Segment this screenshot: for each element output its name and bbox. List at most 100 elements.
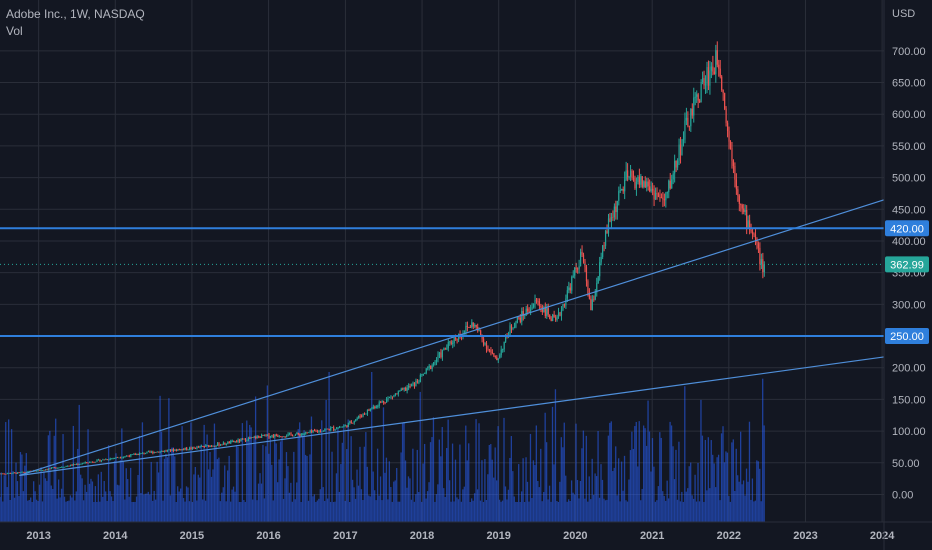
volume-bar: [629, 450, 632, 522]
candle-body: [272, 435, 274, 437]
candle-body: [663, 199, 665, 201]
volume-bar: [545, 442, 548, 522]
candle-body: [369, 408, 371, 411]
volume-bar: [516, 501, 518, 522]
candle-body: [340, 426, 342, 428]
volume-bar: [130, 467, 132, 522]
candle-body: [456, 339, 458, 341]
volume-bar: [703, 501, 705, 522]
candle-body: [331, 427, 333, 429]
volume-bar: [375, 500, 377, 522]
volume-bar: [419, 391, 421, 522]
volume-bar: [647, 400, 649, 522]
candle-body: [191, 447, 194, 449]
candle-body: [566, 290, 568, 299]
volume-bar: [13, 497, 16, 522]
candle-body: [546, 308, 548, 316]
candle-body: [59, 467, 61, 468]
trendline[interactable]: [19, 356, 885, 477]
candle-body: [168, 449, 170, 451]
volume-bar: [607, 435, 610, 522]
volume-bar: [272, 500, 274, 522]
volume-bar: [682, 501, 684, 522]
volume-indicator-label[interactable]: Vol: [6, 24, 23, 38]
volume-bar: [709, 488, 711, 522]
candle-body: [2, 473, 4, 475]
candle-body: [87, 462, 89, 464]
candle-body: [100, 460, 103, 462]
volume-bar: [78, 404, 80, 522]
volume-bar: [738, 481, 740, 522]
volume-bar: [282, 498, 285, 522]
candle-body: [249, 438, 251, 440]
volume-bar: [385, 457, 388, 522]
volume-bar: [494, 447, 496, 522]
volume-bar: [244, 501, 246, 522]
volume-bar: [124, 499, 126, 522]
candle-body: [199, 446, 201, 448]
candle-body: [380, 402, 382, 404]
volume-bar: [570, 480, 573, 522]
candle-body: [121, 457, 123, 459]
volume-bar: [394, 480, 396, 522]
candle-body: [618, 190, 620, 201]
volume-bar: [434, 501, 436, 522]
candle-body: [541, 307, 543, 312]
volume-bar: [578, 498, 580, 522]
level-label-bg: [885, 220, 929, 237]
candle-body: [487, 348, 489, 350]
candle-body: [474, 325, 476, 327]
volume-bar: [74, 500, 76, 522]
volume-bar: [645, 445, 648, 522]
candle-body: [330, 427, 332, 431]
volume-bar: [595, 476, 598, 522]
candle-body: [196, 446, 198, 449]
symbol-title[interactable]: Adobe Inc., 1W, NASDAQ: [6, 7, 145, 21]
volume-bar: [291, 501, 293, 522]
volume-bar: [532, 460, 535, 522]
volume-bar: [285, 452, 288, 522]
candle-body: [293, 435, 295, 437]
volume-bar: [428, 482, 430, 522]
volume-bar: [18, 496, 20, 522]
volume-bar: [227, 470, 229, 522]
candle-body: [581, 251, 583, 255]
candle-body: [544, 307, 546, 316]
candle-body: [213, 445, 216, 447]
volume-bar: [610, 421, 612, 522]
volume-bar: [172, 447, 174, 522]
volume-bar: [309, 454, 311, 522]
volume-bar: [350, 436, 352, 522]
candle-body: [482, 338, 485, 345]
volume-bar: [190, 422, 192, 522]
candle-body: [412, 382, 414, 385]
candle-body: [602, 245, 604, 257]
candle-body: [309, 430, 311, 433]
volume-bar: [478, 423, 480, 522]
volume-bar: [466, 460, 468, 522]
candle-body: [321, 431, 323, 433]
candle-body: [443, 348, 445, 351]
candle-body: [180, 449, 182, 451]
candle-body: [308, 432, 310, 434]
volume-bar: [687, 488, 689, 522]
volume-bar: [496, 480, 498, 522]
candle-body: [255, 436, 257, 439]
candle-body: [622, 188, 624, 192]
candle-body: [396, 393, 398, 395]
candle-body: [283, 436, 285, 438]
trendline[interactable]: [19, 199, 885, 477]
volume-bar: [453, 501, 455, 522]
candle-body: [484, 343, 486, 345]
candle-body: [675, 160, 677, 168]
last-price-label: 362.99: [890, 259, 924, 271]
volume-bar: [454, 459, 457, 522]
candle-body: [574, 267, 576, 276]
x-tick-label: 2014: [103, 530, 128, 542]
candle-body: [143, 452, 145, 454]
candle-body: [102, 459, 104, 461]
volume-bar: [191, 501, 194, 522]
candle-body: [238, 439, 241, 442]
